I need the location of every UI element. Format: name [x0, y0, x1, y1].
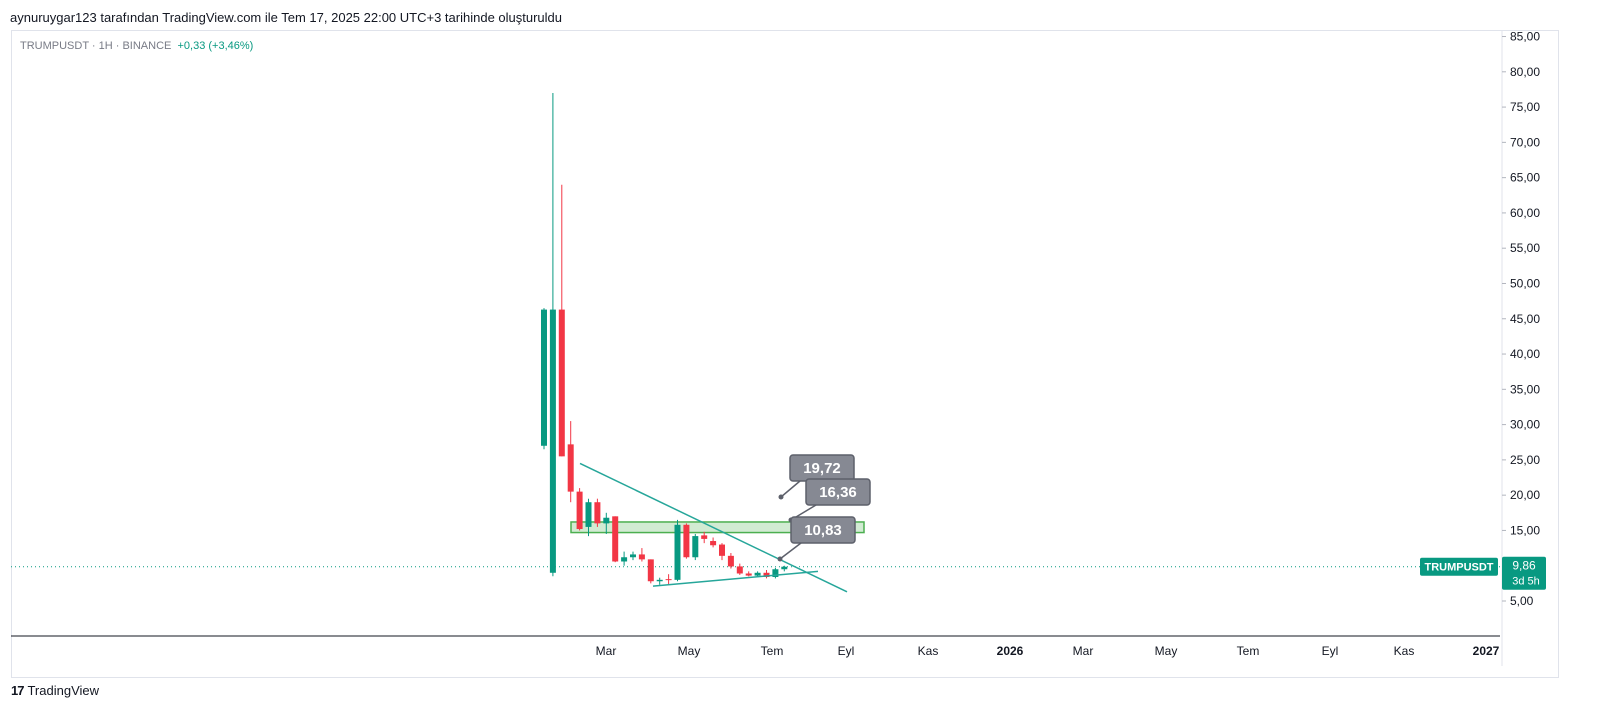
tradingview-logo[interactable]: 17 TradingView: [11, 683, 99, 698]
price-tick-label: 55,00: [1510, 241, 1540, 255]
time-tick-label: Eyl: [838, 644, 855, 658]
tradingview-brand: TradingView: [27, 683, 100, 698]
candle-body: [594, 502, 601, 524]
candle-body: [754, 572, 761, 576]
candle-body: [772, 569, 779, 578]
price-tick-label: 15,00: [1510, 523, 1540, 537]
callout-label: 10,83: [804, 522, 842, 539]
chart-frame[interactable]: [11, 30, 1559, 678]
callout-anchor-dot: [777, 556, 783, 562]
bar-countdown: 3d 5h: [1512, 576, 1540, 588]
time-tick-label: Eyl: [1322, 644, 1339, 658]
candle-body: [727, 555, 734, 567]
callout-label: 19,72: [803, 460, 841, 477]
price-tick-label: 35,00: [1510, 382, 1540, 396]
price-tick-label: 20,00: [1510, 488, 1540, 502]
last-price-badge: [1502, 556, 1546, 590]
chart-caption: aynuruygar123 tarafından TradingView.com…: [10, 10, 563, 25]
candle-body: [541, 309, 547, 446]
candle-body: [781, 566, 788, 570]
symbol-legend[interactable]: TRUMPUSDT · 1H · BINANCE +0,33 (+3,46%): [20, 40, 253, 52]
callout-label: 16,36: [819, 484, 857, 501]
price-tick-label: 70,00: [1510, 135, 1540, 149]
candle-body: [647, 559, 654, 582]
price-tick-label: 45,00: [1510, 312, 1540, 326]
candle-body: [612, 516, 619, 562]
candle-body: [630, 554, 636, 558]
candle-body: [549, 309, 556, 573]
price-tick-label: 85,00: [1510, 30, 1540, 44]
time-tick-label: 2026: [997, 644, 1024, 658]
time-tick-label: Kas: [1394, 644, 1415, 658]
callout-box: [790, 516, 856, 544]
candle-body: [683, 524, 690, 558]
time-tick-label: Mar: [1073, 644, 1094, 658]
time-tick-label: May: [1155, 644, 1178, 658]
time-tick-label: Tem: [1237, 644, 1260, 658]
callout-anchor-dot: [778, 494, 784, 500]
time-tick-label: May: [678, 644, 701, 658]
price-tick-label: 75,00: [1510, 100, 1540, 114]
price-tick-label: 5,00: [1510, 594, 1534, 608]
candle-body: [719, 544, 725, 556]
price-tick-label: 60,00: [1510, 206, 1540, 220]
symbol-info[interactable]: TRUMPUSDT · 1H · BINANCE: [20, 40, 172, 52]
last-price-value: 9,86: [1512, 559, 1536, 573]
time-tick-label: Mar: [596, 644, 617, 658]
time-tick-label: 2027: [1473, 644, 1500, 658]
candle-body: [576, 491, 583, 530]
candle-body: [763, 572, 770, 578]
candle-body: [736, 566, 743, 574]
price-tick-label: 40,00: [1510, 347, 1540, 361]
symbol-price-badge: [1420, 557, 1498, 576]
candle-body: [621, 557, 628, 562]
candle-body: [558, 309, 565, 457]
trendline-descending: [579, 462, 848, 593]
time-tick-label: Tem: [761, 644, 784, 658]
candle-body: [665, 579, 672, 581]
callout-pointer: [780, 480, 801, 498]
candle-body: [674, 524, 681, 580]
callout-box: [805, 478, 871, 506]
resistance-zone: [570, 521, 865, 534]
candle-body: [585, 502, 592, 527]
candle-body: [701, 535, 708, 539]
candle-body: [656, 579, 663, 582]
candle-body: [603, 517, 610, 524]
candle-body: [710, 541, 717, 546]
candle-body: [567, 444, 574, 492]
tradingview-logo-icon: 17: [11, 683, 25, 698]
price-tick-label: 65,00: [1510, 171, 1540, 185]
price-tick-label: 25,00: [1510, 453, 1540, 467]
price-tick-label: 30,00: [1510, 418, 1540, 432]
candle-body: [638, 554, 645, 560]
price-change: +0,33 (+3,46%): [177, 40, 254, 52]
candle-body: [692, 536, 699, 558]
callout-pointer: [779, 542, 802, 560]
trendline-ascending: [652, 570, 819, 587]
symbol-price-badge-label: TRUMPUSDT: [1424, 562, 1493, 574]
price-tick-label: 50,00: [1510, 276, 1540, 290]
price-tick-label: 80,00: [1510, 65, 1540, 79]
candle-body: [745, 573, 752, 576]
time-tick-label: Kas: [918, 644, 939, 658]
